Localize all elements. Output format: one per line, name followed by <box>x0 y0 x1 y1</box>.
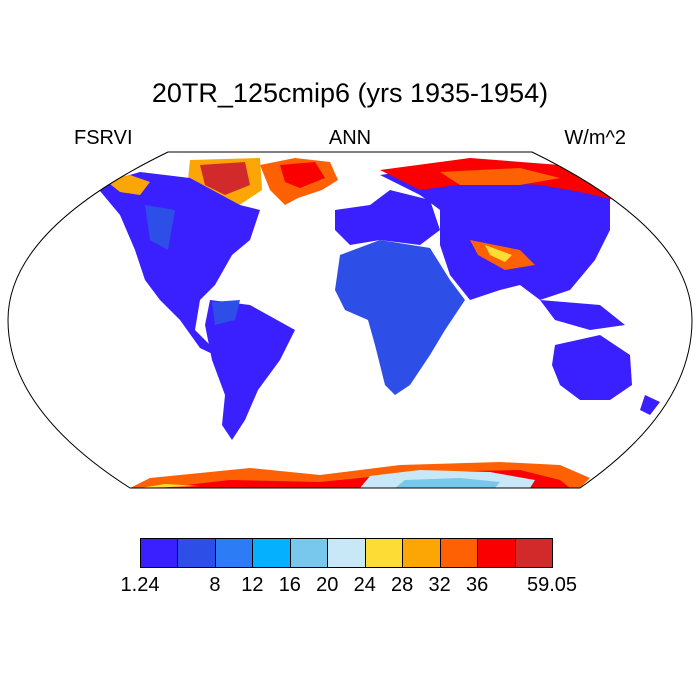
colorbar-label: 20 <box>316 574 339 596</box>
colorbar-label: 59.05 <box>526 574 578 596</box>
colorbar-swatch <box>439 538 479 568</box>
colorbar-label: 12 <box>241 574 264 596</box>
variable-label: FSRVI <box>74 127 133 149</box>
units-label: W/m^2 <box>564 127 626 149</box>
asia <box>380 165 610 300</box>
season-label: ANN <box>328 127 372 149</box>
colorbar-swatch <box>364 538 404 568</box>
colorbar-swatch <box>289 538 329 568</box>
colorbar-label: 24 <box>353 574 376 596</box>
colorbar-label: 36 <box>465 574 489 596</box>
australia <box>552 335 632 400</box>
colorbar-swatch <box>177 538 216 568</box>
colorbar-swatch <box>140 538 179 568</box>
colorbar-swatch <box>477 538 516 568</box>
africa <box>335 240 465 395</box>
colorbar-label: 8 <box>209 574 221 596</box>
colorbar-label: 32 <box>428 574 451 596</box>
plot-title: 20TR_125cmip6 (yrs 1935-1954) <box>151 78 549 108</box>
colorbar-swatch <box>514 538 553 568</box>
colorbar-label: 1.24 <box>120 574 160 596</box>
north-america <box>95 172 260 360</box>
colorbar-swatch <box>252 538 291 568</box>
colorbar-swatch <box>402 538 441 568</box>
colorbar-swatch <box>214 538 254 568</box>
colorbar-swatch <box>327 538 366 568</box>
europe <box>335 190 440 245</box>
colorbar-label: 16 <box>278 574 301 596</box>
colorbar-label: 28 <box>391 574 414 596</box>
south-america <box>205 300 295 440</box>
